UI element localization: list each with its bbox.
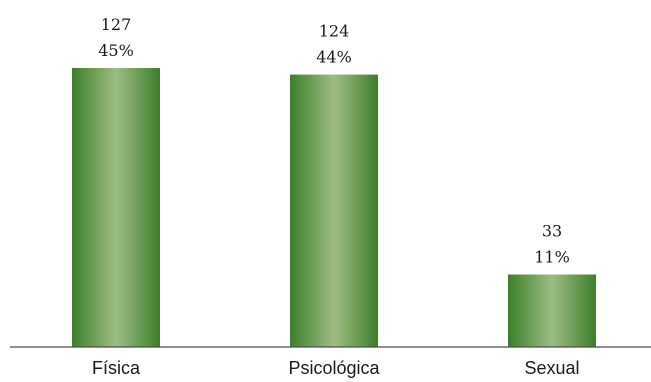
category-label-psicologica: Psicológica: [288, 358, 380, 378]
count-label-psicologica: 124: [319, 22, 350, 41]
bars-group: [72, 68, 596, 347]
percent-label-psicologica: 44%: [316, 48, 352, 67]
category-label-fisica: Física: [92, 358, 141, 378]
percent-label-fisica: 45%: [98, 41, 134, 60]
category-label-sexual: Sexual: [524, 358, 579, 378]
percent-label-sexual: 11%: [534, 248, 570, 267]
count-label-sexual: 33: [542, 222, 562, 241]
count-label-fisica: 127: [101, 15, 132, 34]
bar-fisica: [72, 68, 160, 347]
bar-psicologica: [290, 75, 378, 347]
bar-sexual: [508, 275, 596, 348]
